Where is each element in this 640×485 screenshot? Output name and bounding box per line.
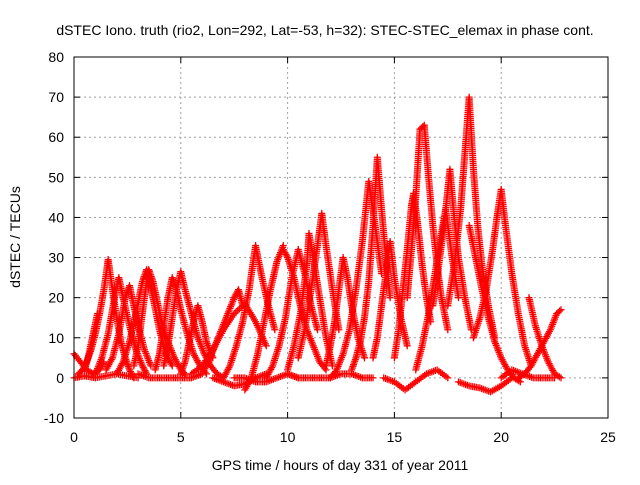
y-tick-label: 40 — [48, 209, 64, 225]
series-group — [241, 242, 287, 394]
y-tick-label: 80 — [48, 49, 64, 65]
point-layer — [70, 93, 565, 396]
series-group — [220, 242, 279, 382]
data-point — [369, 374, 377, 382]
x-tick-label: 10 — [280, 429, 296, 445]
y-axis-label: dSTEC / TECUs — [7, 186, 23, 288]
x-tick-label: 5 — [177, 429, 185, 445]
x-tick-label: 0 — [70, 429, 78, 445]
data-point — [283, 252, 291, 260]
series-group — [294, 209, 343, 362]
y-tick-label: 10 — [48, 330, 64, 346]
data-point — [271, 326, 279, 334]
series-group — [160, 268, 228, 382]
x-axis-label: GPS time / hours of day 331 of year 2011 — [212, 457, 469, 473]
y-tick-label: -10 — [44, 410, 64, 426]
y-tick-label: 0 — [56, 370, 64, 386]
x-tick-label: 15 — [387, 429, 403, 445]
series-group — [284, 229, 336, 374]
y-tick-label: 50 — [48, 169, 64, 185]
y-tick-label: 70 — [48, 89, 64, 105]
series-group — [81, 310, 101, 374]
x-tick-label: 25 — [600, 429, 616, 445]
x-tick-label: 20 — [493, 429, 509, 445]
data-point — [168, 362, 176, 370]
data-point — [262, 342, 270, 350]
series-group — [177, 302, 217, 378]
series-group — [134, 370, 206, 382]
y-tick-label: 20 — [48, 290, 64, 306]
data-point — [93, 310, 101, 318]
y-tick-label: 30 — [48, 250, 64, 266]
tick-layer: 0 5 10 15 20 25 -10 0 10 20 30 40 50 60 70 80 — [44, 49, 616, 445]
data-point — [314, 326, 322, 334]
y-tick-label: 60 — [48, 129, 64, 145]
chart-title: dSTEC Iono. truth (rio2, Lon=292, Lat=-5… — [56, 22, 593, 38]
series-group — [198, 286, 247, 378]
data-point — [234, 306, 242, 314]
